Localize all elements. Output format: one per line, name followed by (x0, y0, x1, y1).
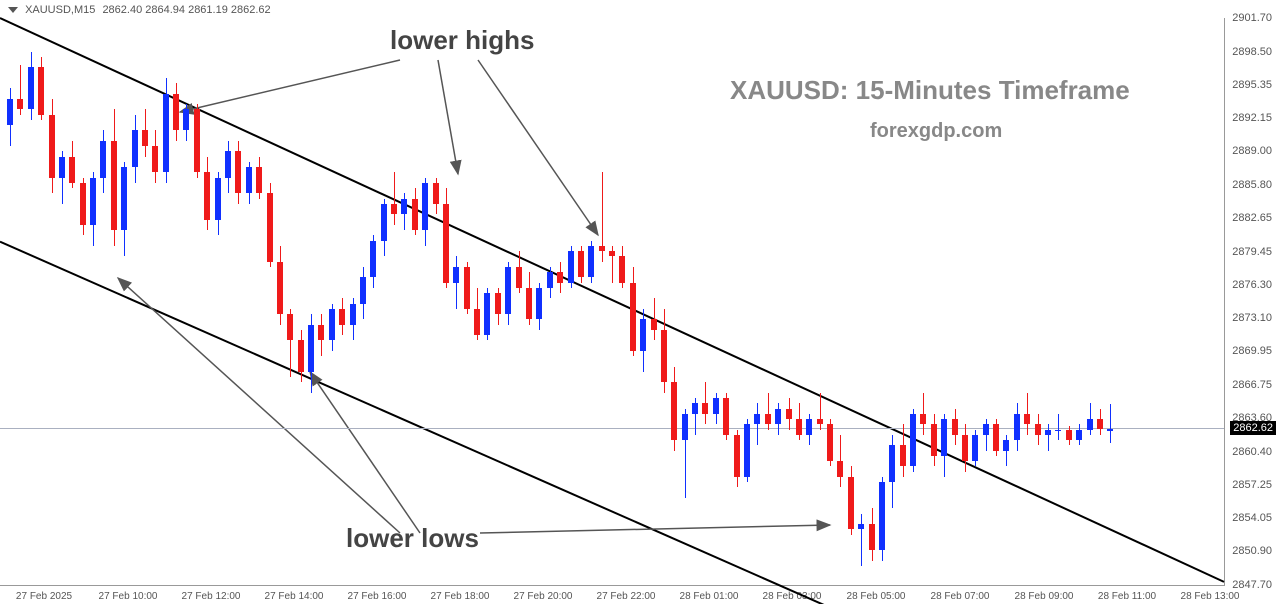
timeframe-text: M15 (74, 4, 95, 16)
symbol-text: XAUUSD (25, 4, 71, 16)
xtick-label: 28 Feb 05:00 (847, 591, 906, 602)
ytick-label: 2895.35 (1232, 79, 1272, 91)
xtick-label: 28 Feb 13:00 (1181, 591, 1240, 602)
xtick-label: 27 Feb 20:00 (514, 591, 573, 602)
xtick-label: 28 Feb 11:00 (1098, 591, 1156, 602)
chart-title: XAUUSD: 15-Minutes Timeframe (730, 75, 1130, 106)
ytick-label: 2898.50 (1232, 46, 1272, 58)
ytick-label: 2882.65 (1232, 212, 1272, 224)
xtick-label: 27 Feb 10:00 (99, 591, 158, 602)
ytick-label: 2876.30 (1232, 279, 1272, 291)
ytick-label: 2854.05 (1232, 512, 1272, 524)
current-price-value: 2862.62 (1233, 422, 1273, 434)
ohlc-text: 2862.40 2864.94 2861.19 2862.62 (102, 4, 270, 16)
xtick-label: 27 Feb 22:00 (597, 591, 656, 602)
ytick-label: 2847.70 (1232, 579, 1272, 591)
dropdown-icon (8, 7, 18, 13)
xtick-label: 27 Feb 16:00 (348, 591, 407, 602)
chart-container: XAUUSD,M15 2862.40 2864.94 2861.19 2862.… (0, 0, 1276, 604)
xtick-label: 27 Feb 18:00 (431, 591, 490, 602)
ytick-label: 2879.45 (1232, 246, 1272, 258)
xtick-label: 28 Feb 03:00 (763, 591, 822, 602)
ytick-label: 2892.15 (1232, 112, 1272, 124)
watermark: forexgdp.com (870, 120, 1002, 143)
xtick-label: 28 Feb 01:00 (680, 591, 739, 602)
xtick-label: 28 Feb 07:00 (931, 591, 990, 602)
ytick-label: 2873.10 (1232, 312, 1272, 324)
ytick-label: 2889.00 (1232, 145, 1272, 157)
ytick-label: 2866.75 (1232, 379, 1272, 391)
ytick-label: 2857.25 (1232, 479, 1272, 491)
current-price-marker: 2862.62 (1230, 421, 1276, 435)
xtick-label: 27 Feb 12:00 (182, 591, 241, 602)
ytick-label: 2860.40 (1232, 446, 1272, 458)
annotation-lower-highs: lower highs (390, 25, 534, 56)
ytick-label: 2885.80 (1232, 179, 1272, 191)
ytick-label: 2850.90 (1232, 545, 1272, 557)
instrument-header: XAUUSD,M15 2862.40 2864.94 2861.19 2862.… (8, 4, 271, 16)
ytick-label: 2869.95 (1232, 345, 1272, 357)
xtick-label: 28 Feb 09:00 (1015, 591, 1074, 602)
ytick-label: 2901.70 (1232, 12, 1272, 24)
xtick-label: 27 Feb 2025 (16, 591, 72, 602)
annotation-lower-lows: lower lows (346, 523, 479, 554)
xtick-label: 27 Feb 14:00 (265, 591, 324, 602)
